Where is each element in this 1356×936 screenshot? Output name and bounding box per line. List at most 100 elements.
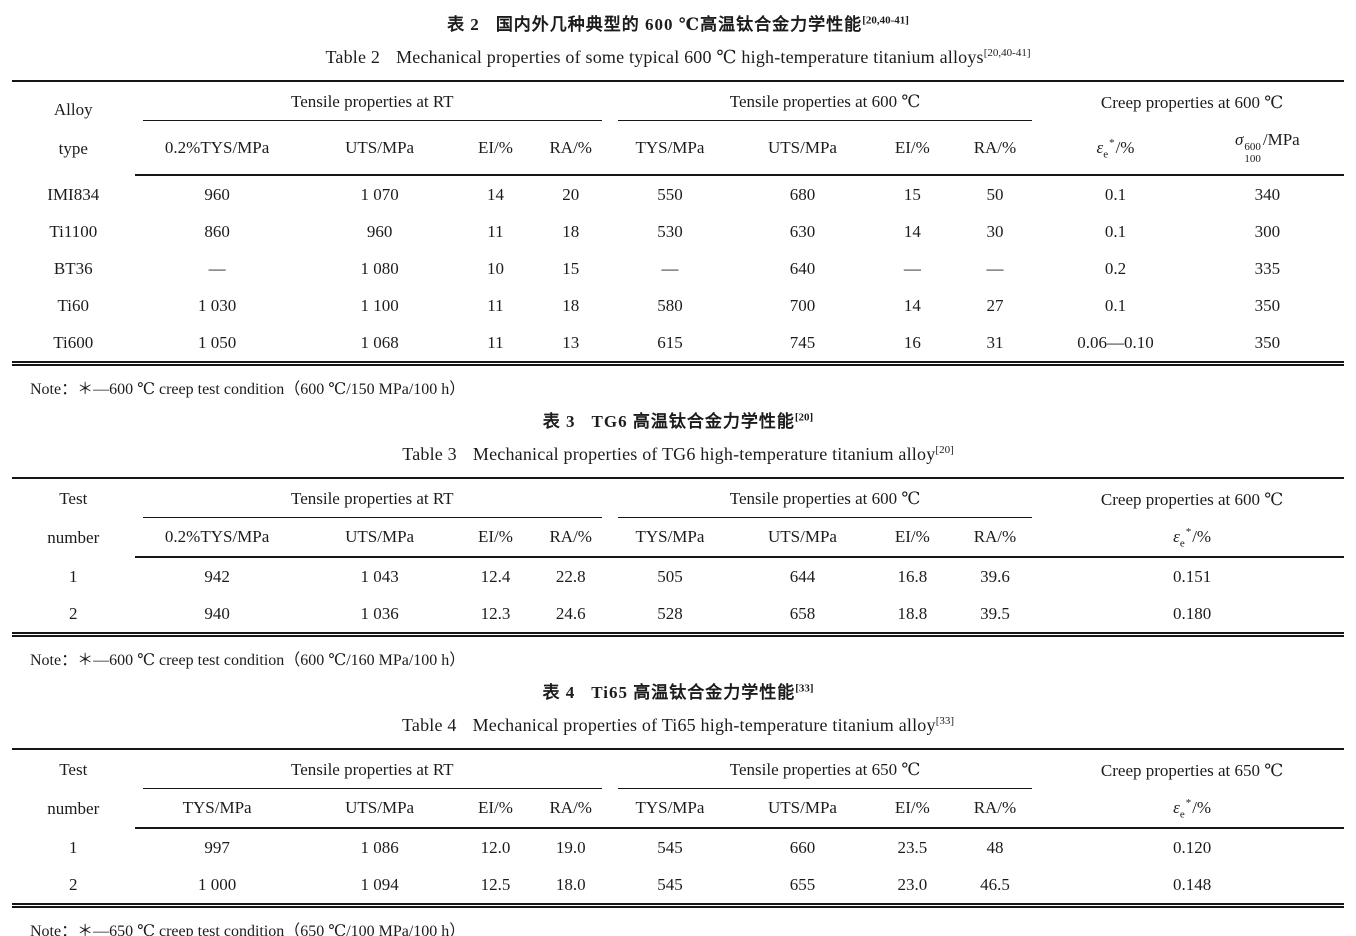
table-row: BT36 — 1 080 10 15 — 640 — — 0.2 335 [12,250,1344,287]
column-header: UTS/MPa [299,789,460,830]
table-cell: 48 [986,838,1004,858]
table-cell: 942 [204,567,230,587]
column-header: RA/% [949,789,1041,830]
table-cell: 1 080 [360,259,399,279]
column-header-creep-strain: εe*/% [1040,789,1344,830]
table-cell: 10 [486,259,504,279]
table-3-label-zh: 表 3 [542,412,576,432]
column-header: EI/% [875,121,950,177]
table-cell: 300 [1254,222,1281,242]
table-cell: 0.148 [1172,875,1212,895]
table-3-title-zh: 表 3 TG6 高温钛合金力学性能[20] [12,410,1344,434]
table-4-label-zh: 表 4 [542,683,576,703]
table-cell: 16.8 [897,567,928,587]
column-group-header-rt: Tensile properties at RT [135,81,610,121]
table-cell: 1 100 [360,296,399,316]
table-cell: 31 [986,333,1004,353]
table-cell: 550 [657,185,683,205]
table-cell: 27 [986,296,1004,316]
table-cell: 1 070 [360,185,399,205]
stub-header-line1: Test [59,489,88,509]
column-header: UTS/MPa [729,518,876,559]
column-header: TYS/MPa [610,121,730,177]
table-cell: 23.5 [897,838,928,858]
table-cell: 12.0 [480,838,511,858]
table-4-section: 表 4 Ti65 高温钛合金力学性能[33] Table 4 Mechanical … [12,681,1344,936]
table-4-title-zh: 表 4 Ti65 高温钛合金力学性能[33] [12,681,1344,705]
table-2-caption-zh: 国内外几种典型的 600 ℃高温钛合金力学性能 [495,15,863,34]
table-row: Ti1100 860 960 11 18 530 630 14 30 0.1 300 [12,213,1344,250]
table-cell: 0.1 [1104,222,1127,242]
column-header: TYS/MPa [134,789,300,830]
table-cell: 580 [657,296,683,316]
table-cell: 1 086 [360,838,399,858]
table-cell: Ti600 [53,333,94,353]
table-cell: 1 094 [360,875,399,895]
table-cell: BT36 [53,259,93,279]
table-4-caption-zh: Ti65 高温钛合金力学性能 [591,683,796,703]
table-cell: 0.180 [1172,604,1212,624]
table-cell: 39.6 [980,567,1010,587]
table-cell: 1 043 [360,567,399,587]
column-header: EI/% [875,789,950,830]
table-cell: 680 [789,185,816,205]
table-cell: 12.4 [480,567,511,587]
table-row: 1 997 1 086 12.0 19.0 545 660 23.5 48 0.120 [12,828,1344,866]
table-4-ref-zh: [33] [795,682,814,695]
table-cell: 644 [789,567,816,587]
table-cell: 1 000 [197,875,237,895]
column-group-header-creep: Creep properties at 650 ℃ [1100,760,1284,780]
table-cell: 860 [204,222,230,242]
table-cell: 505 [657,567,683,587]
table-cell: 18 [562,222,580,242]
table-cell: 1 030 [197,296,237,316]
table-3-ref-zh: [20] [794,411,814,424]
table-3-ref-en: [20] [935,444,954,457]
table-cell: 2 [69,875,78,895]
column-group-header-600: Tensile properties at 600 ℃ [610,478,1040,519]
table-4-ref-en: [33] [935,715,955,728]
column-header: RA/% [949,121,1041,177]
table-cell: 11 [487,296,504,316]
table-2-caption-en: Mechanical properties of some typical 60… [396,47,984,67]
table-cell: 0.1 [1104,185,1127,205]
table-cell: 350 [1254,296,1281,316]
table-cell: 30 [986,222,1004,242]
table-cell: Ti60 [57,296,90,316]
table-cell: 1 068 [360,333,399,353]
table-cell: IMI834 [47,184,100,204]
table-3: Test number Tensile properties at RT Ten… [12,477,1344,638]
table-cell: 350 [1254,333,1281,353]
table-cell: Ti1100 [49,222,98,242]
stub-header-line2: number [47,799,100,819]
column-header: RA/% [949,518,1041,559]
table-cell: 335 [1254,259,1281,279]
table-3-section: 表 3 TG6 高温钛合金力学性能[20] Table 3 Mechanical p… [12,410,1344,672]
column-header-creep-strain: εe*/% [1040,518,1344,559]
table-cell: 660 [789,838,816,858]
table-cell: 545 [657,838,683,858]
table-cell: 960 [204,185,230,205]
table-cell: 24.6 [555,604,586,624]
table-cell: 18.8 [897,604,928,624]
column-header: TYS/MPa [610,518,730,559]
table-cell: 545 [657,875,683,895]
stub-header-line2: type [58,138,88,158]
table-cell: 14 [903,222,921,242]
column-group-header-650: Tensile properties at 650 ℃ [610,749,1040,790]
table-cell: 12.5 [480,875,511,895]
table-cell: 39.5 [980,604,1010,624]
table-cell: 11 [487,333,504,353]
table-cell: 23.0 [897,875,928,895]
table-cell: 16 [903,333,921,353]
column-header: EI/% [459,518,532,559]
stub-header: Alloy type [12,81,135,175]
table-cell: 14 [486,185,504,205]
table-2-label-zh: 表 2 [447,15,480,34]
table-cell: 18 [562,296,580,316]
table-cell: 12.3 [480,604,511,624]
table-cell: 530 [657,222,683,242]
table-cell: — [208,259,226,279]
column-group-header-rt: Tensile properties at RT [135,749,610,790]
table-4: Test number Tensile properties at RT Ten… [12,748,1344,909]
